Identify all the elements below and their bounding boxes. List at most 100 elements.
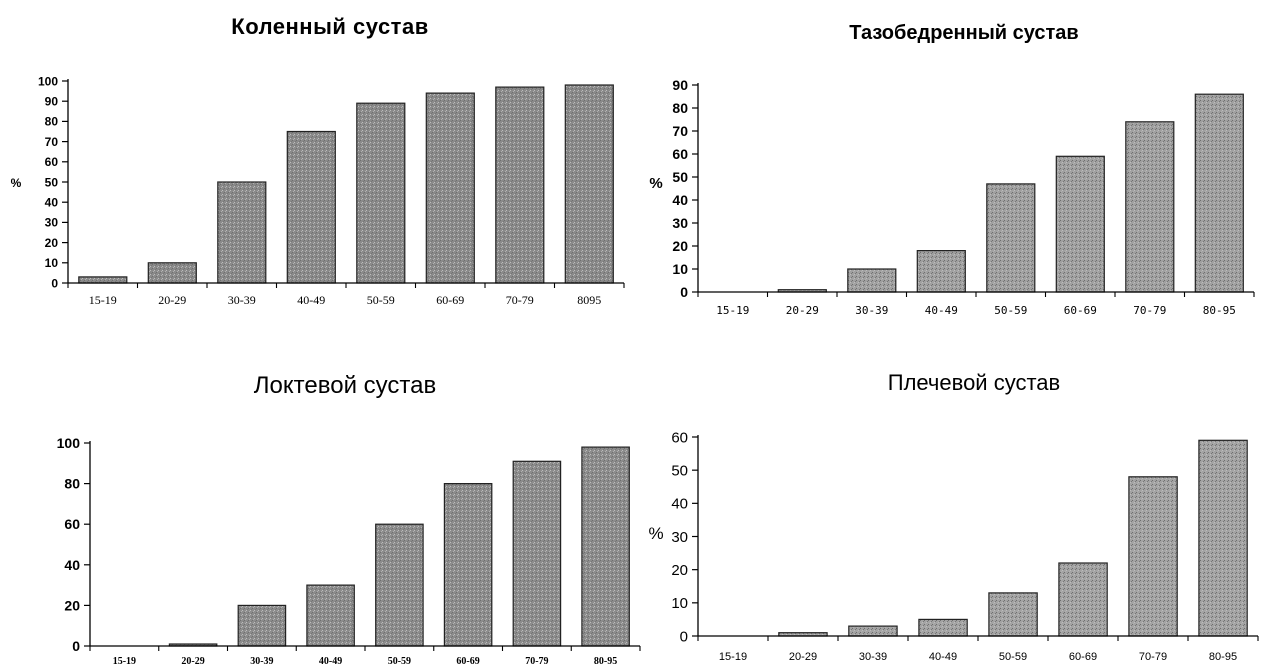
x-tick-label: 15-19	[89, 293, 117, 307]
y-axis-label: %	[649, 175, 662, 192]
x-tick-label: 40-49	[929, 651, 957, 663]
x-tick-label: 15-19	[719, 651, 747, 663]
x-tick-label: 70-79	[506, 293, 534, 307]
x-tick-label: 50-59	[388, 656, 411, 667]
bar	[848, 625, 898, 637]
bar	[847, 268, 897, 293]
y-tick-label: 10	[45, 256, 59, 270]
x-tick-label: 20-29	[158, 293, 186, 307]
x-tick-label: 15-19	[113, 656, 136, 667]
bar	[286, 130, 336, 284]
y-tick-label: 50	[672, 169, 688, 185]
x-tick-label: 80-95	[1209, 651, 1237, 663]
y-tick-label: 80	[64, 476, 80, 492]
shoulder-chart-panel: Плечевой сустав 0 10 20 30 40 50 60 15-19 20-29 3…	[640, 336, 1268, 672]
y-tick-label: 0	[680, 284, 688, 300]
bar	[78, 276, 128, 284]
y-tick-label: 40	[45, 196, 59, 210]
y-tick-label: 10	[672, 261, 688, 277]
x-tick-label: 60-69	[1069, 651, 1097, 663]
bar	[564, 84, 614, 284]
bar	[147, 262, 197, 284]
shoulder-chart-plot: 0 10 20 30 40 50 60 15-19 20-29 30-39 40-49 50-59 60…	[648, 429, 1259, 663]
x-tick-label: 80-95	[1203, 304, 1236, 317]
y-tick-label: 50	[671, 463, 688, 480]
bar	[375, 523, 424, 647]
hip-chart-panel: Тазобедренный сустав 0 10 20 30 40 50 60 70 80 90…	[640, 0, 1268, 336]
bar	[1058, 562, 1108, 637]
bar	[986, 183, 1036, 293]
x-tick-label: 30-39	[859, 651, 887, 663]
x-tick-label: 60-69	[436, 293, 464, 307]
x-tick-label: 70-79	[525, 656, 548, 667]
bar	[1194, 93, 1244, 293]
bar	[1125, 121, 1175, 293]
bar	[916, 250, 966, 293]
y-tick-label: 90	[672, 77, 688, 93]
y-tick-label: 100	[38, 74, 58, 88]
x-tick-label: 20-29	[789, 651, 817, 663]
bar	[495, 86, 545, 284]
y-tick-label: 50	[45, 175, 59, 189]
x-tick-label: 20-29	[181, 656, 204, 667]
x-tick-label: 40-49	[319, 656, 342, 667]
chart-title: Коленный сустав	[231, 14, 429, 39]
y-tick-label: 20	[64, 597, 80, 613]
bar	[1128, 476, 1178, 637]
bar	[306, 584, 355, 647]
bar	[512, 460, 562, 647]
hip-chart-plot: 0 10 20 30 40 50 60 70 80 90 15-19 20-29 30-39 40-49 5…	[649, 77, 1255, 317]
x-tick-label: 20-29	[786, 304, 819, 317]
y-tick-label: 90	[45, 95, 59, 109]
y-tick-label: 20	[672, 238, 688, 254]
x-tick-label: 8095	[577, 293, 601, 307]
bar	[1055, 155, 1105, 293]
knee-chart-panel: Коленный сустав 0 10 20 30 40 50 60 70 80 90 100 15…	[0, 0, 640, 336]
x-tick-label: 70-79	[1133, 304, 1166, 317]
y-tick-label: 10	[671, 595, 688, 612]
y-tick-label: 0	[680, 628, 688, 645]
x-tick-label: 30-39	[250, 656, 273, 667]
y-axis-label: %	[11, 176, 22, 190]
y-tick-label: 80	[45, 115, 59, 129]
x-tick-label: 50-59	[999, 651, 1027, 663]
x-tick-label: 70-79	[1139, 651, 1167, 663]
x-tick-label: 80-95	[594, 656, 617, 667]
bar	[237, 604, 287, 647]
x-tick-label: 40-49	[925, 304, 958, 317]
y-tick-label: 70	[672, 123, 688, 139]
y-tick-label: 80	[672, 100, 688, 116]
y-tick-label: 20	[45, 236, 59, 250]
chart-title: Локтевой сустав	[253, 372, 437, 399]
y-tick-label: 0	[72, 638, 80, 654]
elbow-chart-plot: 0 20 40 60 80 100 15-19 20-29 30-39 40-49 50-59 60-…	[57, 435, 641, 667]
x-tick-label: 60-69	[1064, 304, 1097, 317]
y-tick-label: 70	[45, 135, 59, 149]
y-tick-label: 100	[57, 435, 81, 451]
x-tick-label: 50-59	[994, 304, 1027, 317]
y-tick-label: 60	[45, 155, 59, 169]
knee-chart-plot: 0 10 20 30 40 50 60 70 80 90 100 15-19 20-29 30-39 40-…	[11, 74, 625, 307]
y-tick-label: 60	[64, 516, 80, 532]
chart-title: Тазобедренный сустав	[849, 22, 1079, 44]
x-tick-label: 60-69	[456, 656, 479, 667]
y-tick-label: 60	[671, 429, 688, 446]
bar	[988, 592, 1038, 637]
x-tick-label: 30-39	[855, 304, 888, 317]
bar	[918, 618, 968, 637]
y-tick-label: 40	[671, 496, 688, 513]
y-tick-label: 30	[672, 215, 688, 231]
x-tick-label: 30-39	[228, 293, 256, 307]
y-tick-label: 30	[671, 529, 688, 546]
y-tick-label: 30	[45, 216, 59, 230]
bar	[581, 446, 630, 647]
x-tick-label: 50-59	[367, 293, 395, 307]
x-tick-label: 15-19	[716, 304, 749, 317]
bar	[217, 181, 267, 284]
y-tick-label: 60	[672, 146, 688, 162]
bar	[356, 102, 406, 284]
y-tick-label: 40	[64, 557, 80, 573]
x-tick-label: 40-49	[297, 293, 325, 307]
chart-title: Плечевой сустав	[887, 370, 1061, 395]
y-tick-label: 0	[51, 276, 58, 290]
